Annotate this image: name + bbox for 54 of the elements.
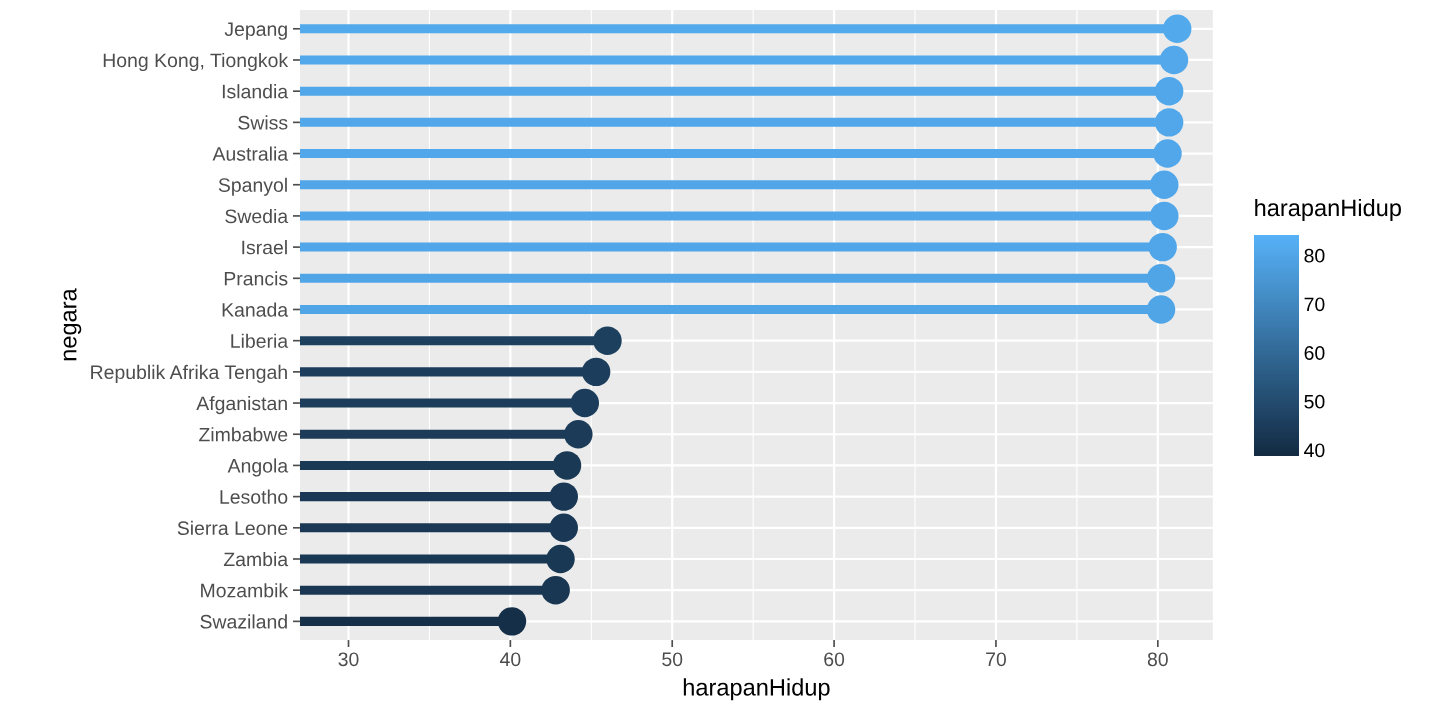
point: [1154, 108, 1184, 137]
color-bar-label: 70: [1304, 297, 1325, 312]
point: [546, 544, 575, 574]
y-tick-label: Spanyol: [218, 177, 287, 196]
point: [1150, 170, 1179, 199]
color-bar-label: 80: [1304, 248, 1325, 263]
y-tick-label: Swiss: [238, 115, 288, 130]
y-axis-title: negara: [63, 288, 82, 361]
x-tick-label: 40: [499, 652, 521, 667]
y-tick-label: Swedia: [225, 208, 289, 224]
point: [1146, 264, 1176, 293]
color-bar-label: 50: [1304, 394, 1325, 409]
x-tick-label: 60: [824, 652, 845, 667]
y-tick-label: Liberia: [231, 333, 289, 348]
point: [570, 388, 600, 418]
color-bar-label: 40: [1304, 443, 1325, 458]
y-tick-label: Zimbabwe: [199, 427, 288, 442]
x-tick-label: 70: [986, 652, 1007, 667]
point: [552, 451, 582, 480]
y-tick-label: Hong Kong, Tiongkok: [103, 52, 289, 72]
y-tick-label: Mozambik: [201, 583, 289, 598]
point: [497, 607, 527, 636]
x-tick-label: 30: [338, 652, 359, 667]
y-tick-label: Lesotho: [220, 489, 288, 504]
y-tick-label: Prancis: [224, 271, 288, 286]
point: [549, 513, 579, 543]
color-bar-title: harapanHidup: [1255, 198, 1401, 221]
point: [1159, 45, 1189, 75]
y-tick-label: Republik Afrika Tengah: [91, 364, 287, 383]
x-tick-label: 80: [1147, 652, 1168, 667]
y-tick-label: Swaziland: [200, 614, 287, 629]
y-tick-label: Sierra Leone: [177, 520, 288, 536]
point: [564, 420, 593, 449]
y-tick-label: Zambia: [223, 551, 289, 567]
point: [1148, 232, 1177, 262]
point: [581, 357, 611, 387]
point: [1153, 139, 1182, 168]
y-tick-label: Afganistan: [196, 396, 287, 415]
x-axis-title: harapanHidup: [683, 678, 830, 701]
y-tick-label: Angola: [227, 458, 289, 477]
x-tick-label: 50: [662, 652, 683, 667]
point: [549, 482, 579, 511]
y-tick-label: Kanada: [222, 302, 289, 317]
point: [1163, 14, 1192, 44]
y-tick-label: Islandia: [222, 84, 289, 99]
y-tick-label: Israel: [242, 240, 287, 255]
point: [593, 326, 622, 355]
y-tick-label: Australia: [212, 146, 289, 161]
color-bar-label: 60: [1304, 346, 1325, 360]
y-tick-label: Jepang: [224, 22, 287, 40]
point: [1146, 295, 1176, 324]
point: [541, 575, 570, 605]
point: [1154, 76, 1184, 106]
point: [1150, 201, 1179, 231]
